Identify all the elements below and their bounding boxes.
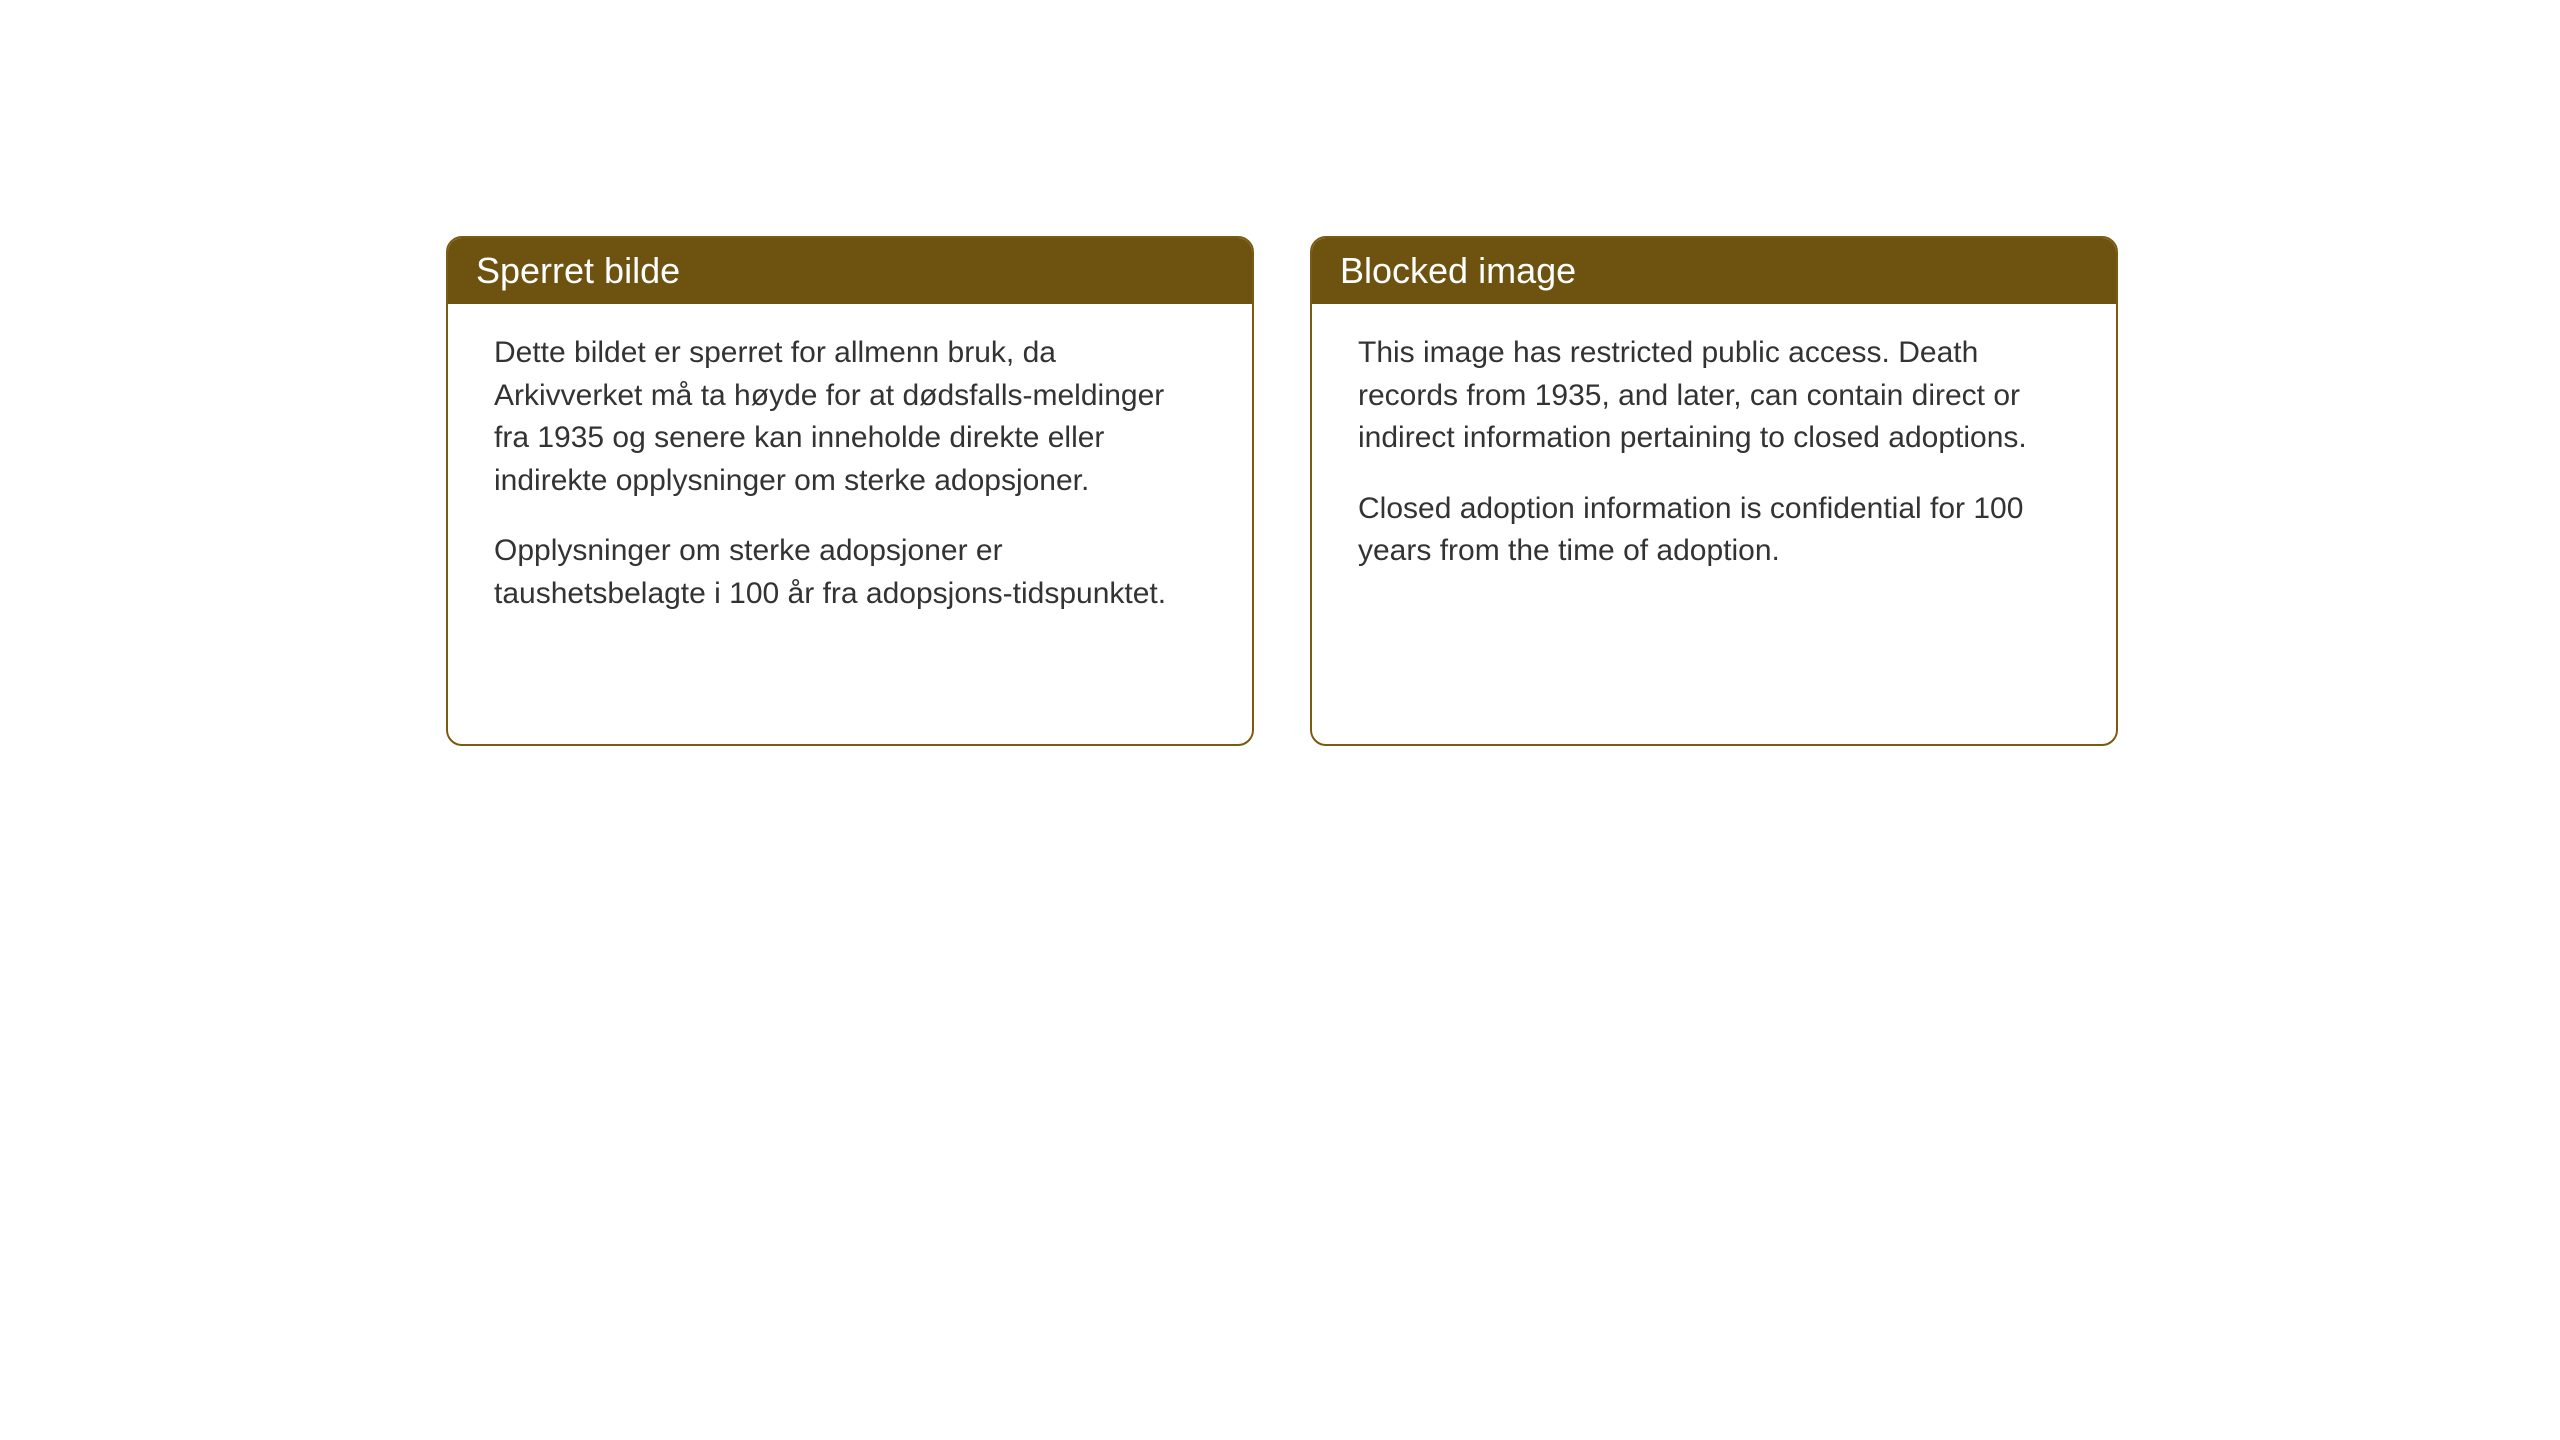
norwegian-card-title: Sperret bilde <box>448 238 1252 304</box>
norwegian-paragraph-2: Opplysninger om sterke adopsjoner er tau… <box>494 530 1206 615</box>
norwegian-paragraph-1: Dette bildet er sperret for allmenn bruk… <box>494 332 1206 502</box>
english-paragraph-2: Closed adoption information is confident… <box>1358 488 2070 573</box>
notice-container: Sperret bilde Dette bildet er sperret fo… <box>446 236 2118 746</box>
english-card-body: This image has restricted public access.… <box>1312 304 2116 609</box>
english-notice-card: Blocked image This image has restricted … <box>1310 236 2118 746</box>
english-paragraph-1: This image has restricted public access.… <box>1358 332 2070 460</box>
english-card-title: Blocked image <box>1312 238 2116 304</box>
norwegian-notice-card: Sperret bilde Dette bildet er sperret fo… <box>446 236 1254 746</box>
norwegian-card-body: Dette bildet er sperret for allmenn bruk… <box>448 304 1252 652</box>
